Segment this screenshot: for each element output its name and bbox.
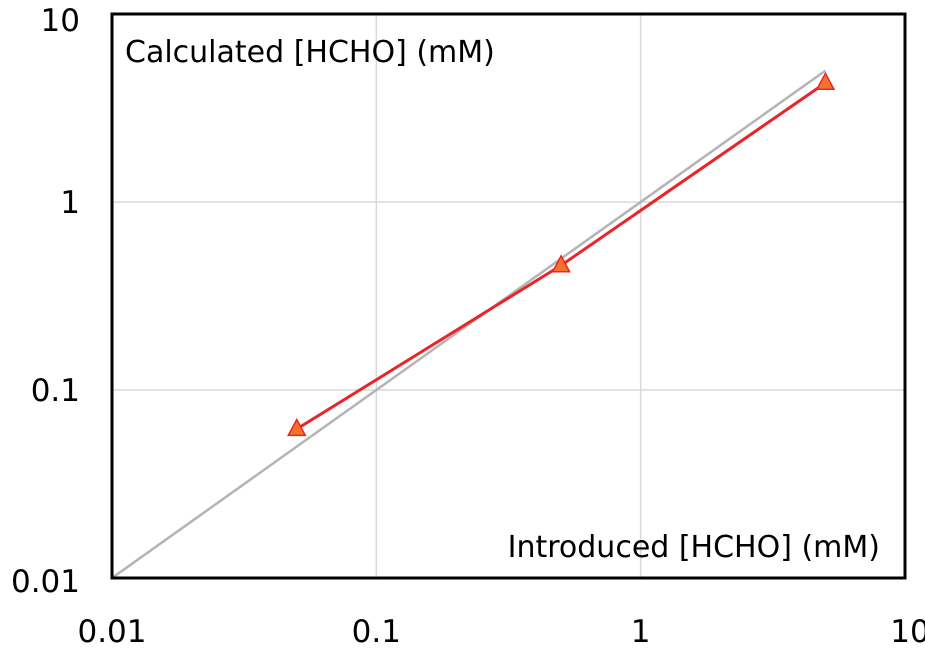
x-axis-title: Introduced [HCHO] (mM) <box>508 530 880 565</box>
tick-labels: 0.01 0.1 1 10 0.01 0.1 1 10 <box>11 3 925 648</box>
y-tick-label: 1 <box>60 185 80 221</box>
x-tick-label: 0.1 <box>352 614 401 648</box>
data-point-marker <box>551 254 571 273</box>
y-tick-label: 0.1 <box>31 373 80 409</box>
y-tick-label: 0.01 <box>11 564 80 600</box>
series-group <box>287 71 836 437</box>
y-tick-label: 10 <box>41 3 80 39</box>
data-point-marker <box>287 417 307 437</box>
y-axis-title: Calculated [HCHO] (mM) <box>125 35 495 70</box>
x-tick-label: 10 <box>890 614 925 648</box>
x-tick-label: 1 <box>631 614 651 648</box>
x-tick-label: 0.01 <box>77 614 146 648</box>
data-point-marker <box>815 71 836 91</box>
plot-frame <box>110 12 907 580</box>
